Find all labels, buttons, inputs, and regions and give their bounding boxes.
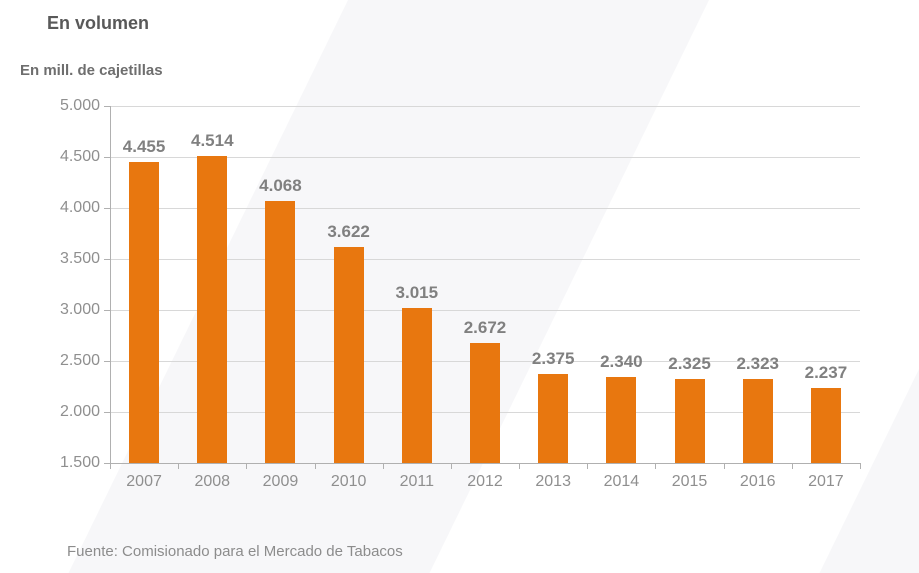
x-axis-label: 2008 — [194, 473, 231, 490]
x-axis-label: 2016 — [739, 473, 776, 490]
x-axis-label: 2011 — [399, 473, 435, 490]
y-axis-line — [110, 106, 111, 464]
x-axis-line — [110, 463, 861, 464]
bar — [538, 373, 569, 463]
y-axis-label: 5.000 — [59, 97, 100, 114]
gridline — [110, 310, 860, 311]
x-axis-tick — [314, 463, 316, 469]
bar-value-label: 2.325 — [668, 353, 711, 373]
bar-value-label: 4.068 — [259, 176, 302, 196]
y-axis-tick — [104, 412, 110, 413]
x-axis-tick — [655, 463, 657, 469]
x-axis-label: 2014 — [603, 473, 640, 490]
bar-value-label: 3.622 — [327, 221, 370, 241]
x-axis-tick — [723, 463, 725, 469]
bar-value-label: 4.514 — [190, 130, 234, 150]
gridline — [110, 157, 860, 158]
x-axis-label: 2007 — [126, 473, 162, 490]
bar — [742, 379, 773, 463]
bar-value-label: 2.375 — [531, 348, 575, 368]
y-axis-tick — [104, 106, 110, 107]
bar-value-label: 2.340 — [600, 352, 643, 372]
bar — [333, 246, 364, 463]
y-axis-label: 2.500 — [59, 352, 100, 369]
bar-value-label: 2.672 — [463, 318, 507, 338]
bar — [810, 387, 841, 463]
x-axis-label: 2010 — [330, 473, 367, 490]
y-axis-label: 3.000 — [59, 301, 100, 318]
bar — [129, 161, 160, 463]
x-axis-label: 2009 — [262, 473, 299, 490]
y-axis-label: 3.500 — [59, 250, 100, 267]
gridline — [110, 259, 860, 260]
chart-title: En volumen — [47, 13, 150, 33]
bar — [401, 308, 432, 463]
bar — [470, 343, 500, 463]
x-axis-tick — [860, 463, 861, 469]
y-axis-tick — [104, 259, 110, 260]
y-axis-tick — [104, 463, 110, 464]
x-axis-tick — [110, 463, 111, 469]
x-axis-tick — [519, 463, 521, 469]
bar-value-label: 2.237 — [804, 362, 848, 382]
gridline — [110, 208, 860, 209]
x-axis-tick — [791, 463, 793, 469]
y-axis-label: 1.500 — [59, 454, 100, 471]
y-axis-tick — [104, 208, 110, 209]
x-axis-label: 2012 — [467, 473, 503, 490]
source-note: Fuente: Comisionado para el Mercado de T… — [67, 543, 403, 560]
x-axis-tick — [382, 463, 384, 469]
y-axis-tick — [104, 157, 110, 158]
x-axis-tick — [246, 463, 248, 469]
x-axis-label: 2017 — [808, 473, 844, 490]
y-axis-label: 4.000 — [59, 199, 100, 216]
gridline — [110, 106, 860, 107]
x-axis-tick — [587, 463, 589, 469]
bar — [197, 155, 228, 463]
bar-value-label: 2.323 — [736, 354, 779, 374]
y-axis-tick — [104, 361, 110, 362]
y-axis-label: 4.500 — [59, 148, 100, 165]
y-axis-tick — [104, 310, 110, 311]
bar-value-label: 3.015 — [395, 283, 439, 303]
x-axis-label: 2015 — [671, 473, 708, 490]
chart-subtitle: En mill. de cajetillas — [20, 62, 163, 79]
y-axis-label: 2.000 — [59, 403, 100, 420]
bar — [674, 378, 705, 463]
x-axis-tick — [450, 463, 452, 469]
bar-value-label: 4.455 — [122, 136, 166, 156]
bar — [606, 377, 637, 463]
bar — [265, 201, 296, 463]
x-axis-label: 2013 — [535, 473, 571, 490]
x-axis-tick — [178, 463, 180, 469]
